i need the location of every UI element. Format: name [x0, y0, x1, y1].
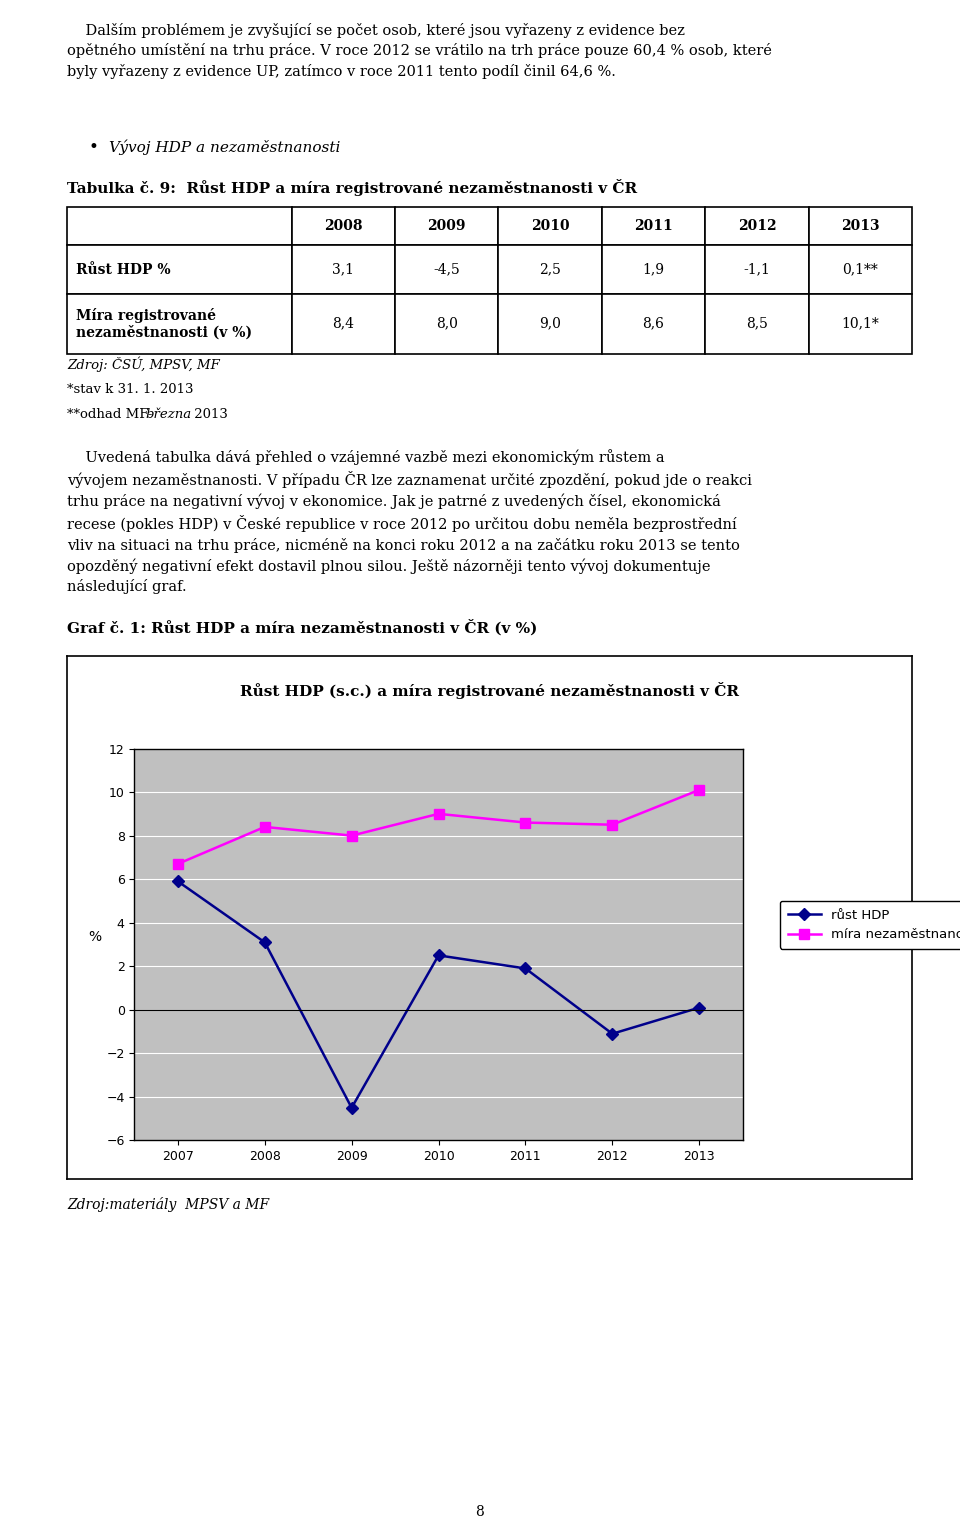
Text: Míra registrované
nezaměstnanosti (v %): Míra registrované nezaměstnanosti (v %) [76, 307, 252, 340]
Bar [67, 294, 292, 354]
Bar [396, 207, 498, 246]
růst HDP [607, 1025, 618, 1044]
Bar [396, 294, 498, 354]
Bar [498, 246, 602, 294]
Text: 8: 8 [475, 1505, 485, 1519]
Text: •: • [88, 138, 98, 157]
Text: Graf č. 1: Růst HDP a míra nezaměstnanosti v ČR (v %): Graf č. 1: Růst HDP a míra nezaměstnanos… [67, 619, 538, 635]
Bar [808, 246, 912, 294]
Text: 9,0: 9,0 [540, 317, 562, 330]
Text: Uvedená tabulka dává přehled o vzájemné vazbě mezi ekonomickým růstem a
vývojem : Uvedená tabulka dává přehled o vzájemné … [67, 449, 753, 595]
Bar [706, 294, 808, 354]
Bar [396, 246, 498, 294]
Text: 2009: 2009 [427, 220, 466, 234]
Text: 2013: 2013 [841, 220, 879, 234]
Text: 10,1*: 10,1* [841, 317, 879, 330]
Bar [67, 207, 292, 246]
Bar [67, 246, 292, 294]
Text: 2013: 2013 [190, 409, 228, 421]
Line: růst HDP: růst HDP [174, 878, 704, 1111]
růst HDP [346, 1099, 357, 1117]
Legend: růst HDP, míra nezaměstnanosti: růst HDP, míra nezaměstnanosti [780, 901, 960, 950]
Bar [808, 207, 912, 246]
Text: 2011: 2011 [635, 220, 673, 234]
Text: **odhad MF-: **odhad MF- [67, 409, 156, 421]
míra nezaměstnanosti [519, 813, 531, 832]
Text: Zdroj: ČSÚ, MPSV, MF: Zdroj: ČSÚ, MPSV, MF [67, 357, 220, 372]
míra nezaměstnanosti [346, 827, 357, 845]
míra nezaměstnanosti [259, 818, 271, 836]
Text: března: března [146, 409, 192, 421]
Text: Vývoj HDP a nezaměstnanosti: Vývoj HDP a nezaměstnanosti [109, 140, 341, 155]
růst HDP [259, 933, 271, 951]
Text: *stav k 31. 1. 2013: *stav k 31. 1. 2013 [67, 383, 194, 397]
Bar [602, 294, 706, 354]
Text: 1,9: 1,9 [642, 263, 664, 277]
Bar [602, 246, 706, 294]
Text: Zdroj:materiály  MPSV a MF: Zdroj:materiály MPSV a MF [67, 1197, 270, 1213]
Text: 8,4: 8,4 [332, 317, 354, 330]
Text: 3,1: 3,1 [332, 263, 354, 277]
míra nezaměstnanosti [607, 816, 618, 835]
Line: míra nezaměstnanosti: míra nezaměstnanosti [173, 785, 704, 868]
Text: 2010: 2010 [531, 220, 569, 234]
Bar [292, 207, 396, 246]
Text: 2012: 2012 [737, 220, 777, 234]
Text: Tabulka č. 9:  Růst HDP a míra registrované nezaměstnanosti v ČR: Tabulka č. 9: Růst HDP a míra registrova… [67, 178, 637, 197]
Text: Růst HDP (s.c.) a míra registrované nezaměstnanosti v ČR: Růst HDP (s.c.) a míra registrované neza… [240, 682, 739, 699]
míra nezaměstnanosti [172, 855, 183, 873]
Text: 0,1**: 0,1** [843, 263, 878, 277]
Bar [498, 207, 602, 246]
Bar [706, 246, 808, 294]
Text: 8,5: 8,5 [746, 317, 768, 330]
Bar [498, 294, 602, 354]
Bar [706, 207, 808, 246]
růst HDP [433, 947, 444, 965]
Text: -1,1: -1,1 [743, 263, 770, 277]
Text: 8,0: 8,0 [436, 317, 458, 330]
Text: Dalším problémem je zvyšující se počet osob, které jsou vyřazeny z evidence bez
: Dalším problémem je zvyšující se počet o… [67, 23, 772, 78]
Text: 8,6: 8,6 [642, 317, 664, 330]
Y-axis label: %: % [88, 930, 102, 944]
míra nezaměstnanosti [693, 781, 705, 799]
Text: 2,5: 2,5 [540, 263, 562, 277]
Bar [292, 246, 396, 294]
růst HDP [172, 871, 183, 890]
Text: 2008: 2008 [324, 220, 363, 234]
Text: -4,5: -4,5 [433, 263, 460, 277]
Bar [808, 294, 912, 354]
růst HDP [693, 999, 705, 1017]
Text: Růst HDP %: Růst HDP % [76, 263, 170, 277]
Bar [292, 294, 396, 354]
růst HDP [519, 959, 531, 978]
Bar [602, 207, 706, 246]
míra nezaměstnanosti [433, 805, 444, 824]
